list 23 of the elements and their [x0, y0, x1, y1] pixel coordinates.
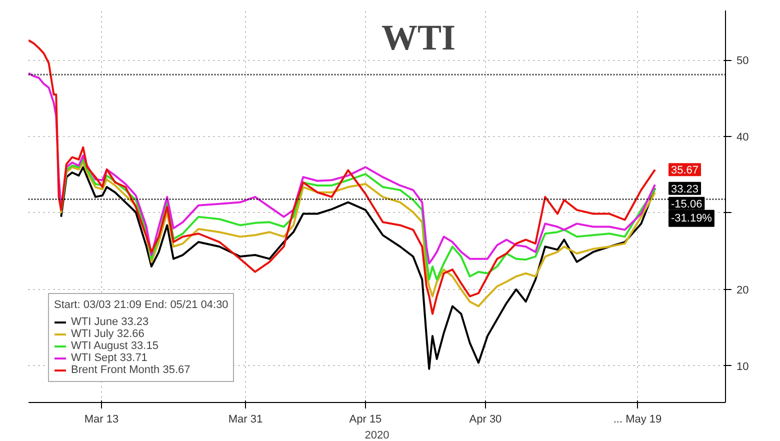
legend-label: WTI July 32.66 — [71, 328, 144, 340]
line-series — [60, 158, 656, 280]
x-axis-title: 2020 — [364, 430, 390, 441]
x-tick-label: Mar 13 — [84, 414, 119, 426]
y-tick-label: 10 — [736, 360, 749, 373]
y-tick-label: 50 — [736, 55, 749, 68]
x-tick-label: Apr 30 — [469, 414, 502, 426]
annotation: -15.06 — [670, 198, 702, 210]
y-tick-label: 20 — [736, 284, 749, 296]
chart-title: WTI — [381, 18, 456, 58]
line-series — [28, 72, 656, 264]
annotation: -31.19% — [670, 212, 712, 224]
x-tick-label: ... May 19 — [613, 414, 662, 426]
legend-label: WTI August 33.15 — [71, 340, 158, 352]
legend-label: WTI June 33.23 — [71, 316, 149, 328]
legend-label: Brent Front Month 35.67 — [71, 364, 190, 376]
data-label: 35.67 — [670, 164, 699, 177]
y-tick-label: 40 — [736, 132, 749, 144]
legend-title: Start: 03/03 21:09 End: 05/21 04:30 — [54, 299, 228, 311]
x-tick-label: Apr 15 — [349, 414, 382, 426]
legend-label: WTI Sept 33.71 — [71, 352, 148, 364]
x-tick-label: Mar 31 — [228, 414, 263, 426]
data-label: 33.23 — [670, 183, 699, 196]
